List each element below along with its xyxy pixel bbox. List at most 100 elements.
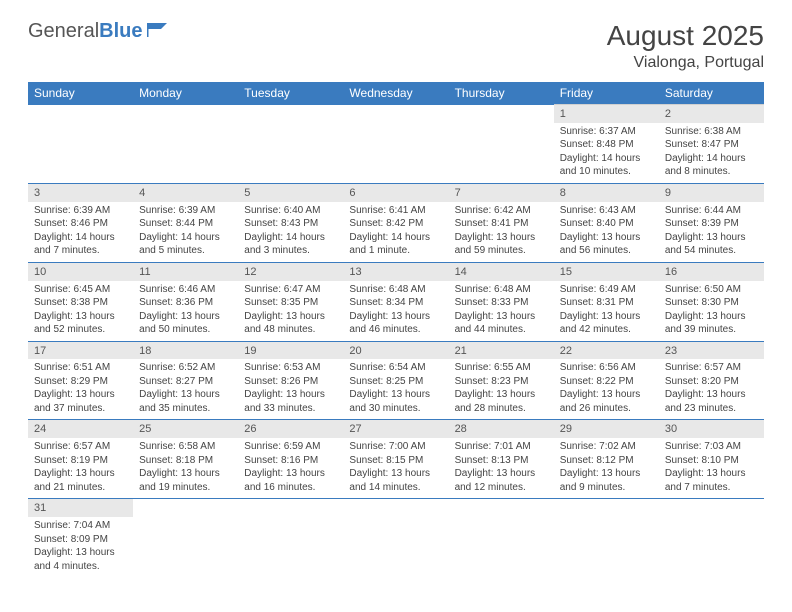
daylight-text: Daylight: 14 hours and 1 minute. bbox=[349, 231, 442, 258]
sunrise-text: Sunrise: 6:47 AM bbox=[244, 283, 337, 297]
day-content-cell bbox=[238, 517, 343, 577]
day-content-cell: Sunrise: 7:01 AMSunset: 8:13 PMDaylight:… bbox=[449, 438, 554, 499]
day-content-cell bbox=[343, 123, 448, 184]
sunset-text: Sunset: 8:34 PM bbox=[349, 296, 442, 310]
day-number-cell: 6 bbox=[343, 183, 448, 201]
sunrise-text: Sunrise: 6:56 AM bbox=[560, 361, 653, 375]
sunrise-text: Sunrise: 6:58 AM bbox=[139, 440, 232, 454]
sunset-text: Sunset: 8:25 PM bbox=[349, 375, 442, 389]
day-number-cell: 21 bbox=[449, 341, 554, 359]
day-number-cell: 15 bbox=[554, 262, 659, 280]
daylight-text: Daylight: 13 hours and 48 minutes. bbox=[244, 310, 337, 337]
day-number-cell: 10 bbox=[28, 262, 133, 280]
daylight-text: Daylight: 13 hours and 33 minutes. bbox=[244, 388, 337, 415]
day-number-cell bbox=[449, 105, 554, 123]
sunset-text: Sunset: 8:13 PM bbox=[455, 454, 548, 468]
sunrise-text: Sunrise: 7:01 AM bbox=[455, 440, 548, 454]
sunrise-text: Sunrise: 6:40 AM bbox=[244, 204, 337, 218]
day-number-cell: 2 bbox=[659, 105, 764, 123]
daylight-text: Daylight: 13 hours and 44 minutes. bbox=[455, 310, 548, 337]
daylight-text: Daylight: 13 hours and 19 minutes. bbox=[139, 467, 232, 494]
day-header: Saturday bbox=[659, 82, 764, 105]
sunrise-text: Sunrise: 6:45 AM bbox=[34, 283, 127, 297]
daynum-row: 3456789 bbox=[28, 183, 764, 201]
day-header: Friday bbox=[554, 82, 659, 105]
sunset-text: Sunset: 8:44 PM bbox=[139, 217, 232, 231]
content-row: Sunrise: 6:51 AMSunset: 8:29 PMDaylight:… bbox=[28, 359, 764, 420]
day-content-cell: Sunrise: 6:41 AMSunset: 8:42 PMDaylight:… bbox=[343, 202, 448, 263]
day-number-cell: 22 bbox=[554, 341, 659, 359]
day-content-cell: Sunrise: 6:48 AMSunset: 8:33 PMDaylight:… bbox=[449, 281, 554, 342]
daynum-row: 12 bbox=[28, 105, 764, 123]
day-header: Wednesday bbox=[343, 82, 448, 105]
day-number-cell bbox=[133, 499, 238, 517]
day-number-cell: 9 bbox=[659, 183, 764, 201]
daylight-text: Daylight: 14 hours and 7 minutes. bbox=[34, 231, 127, 258]
daylight-text: Daylight: 14 hours and 5 minutes. bbox=[139, 231, 232, 258]
sunrise-text: Sunrise: 6:37 AM bbox=[560, 125, 653, 139]
sunset-text: Sunset: 8:36 PM bbox=[139, 296, 232, 310]
day-content-cell: Sunrise: 6:57 AMSunset: 8:19 PMDaylight:… bbox=[28, 438, 133, 499]
content-row: Sunrise: 6:39 AMSunset: 8:46 PMDaylight:… bbox=[28, 202, 764, 263]
day-content-cell bbox=[133, 123, 238, 184]
sunrise-text: Sunrise: 6:59 AM bbox=[244, 440, 337, 454]
sunset-text: Sunset: 8:38 PM bbox=[34, 296, 127, 310]
day-content-cell: Sunrise: 6:57 AMSunset: 8:20 PMDaylight:… bbox=[659, 359, 764, 420]
sunset-text: Sunset: 8:43 PM bbox=[244, 217, 337, 231]
flag-icon bbox=[147, 20, 169, 43]
day-number-cell: 28 bbox=[449, 420, 554, 438]
sunset-text: Sunset: 8:19 PM bbox=[34, 454, 127, 468]
day-number-cell bbox=[133, 105, 238, 123]
sunrise-text: Sunrise: 6:41 AM bbox=[349, 204, 442, 218]
sunrise-text: Sunrise: 6:57 AM bbox=[34, 440, 127, 454]
sunset-text: Sunset: 8:27 PM bbox=[139, 375, 232, 389]
day-number-cell: 30 bbox=[659, 420, 764, 438]
day-content-cell: Sunrise: 6:42 AMSunset: 8:41 PMDaylight:… bbox=[449, 202, 554, 263]
day-content-cell: Sunrise: 6:48 AMSunset: 8:34 PMDaylight:… bbox=[343, 281, 448, 342]
sunrise-text: Sunrise: 6:50 AM bbox=[665, 283, 758, 297]
location: Vialonga, Portugal bbox=[607, 54, 764, 72]
content-row: Sunrise: 6:57 AMSunset: 8:19 PMDaylight:… bbox=[28, 438, 764, 499]
day-content-cell: Sunrise: 7:04 AMSunset: 8:09 PMDaylight:… bbox=[28, 517, 133, 577]
day-content-cell: Sunrise: 6:38 AMSunset: 8:47 PMDaylight:… bbox=[659, 123, 764, 184]
daylight-text: Daylight: 13 hours and 26 minutes. bbox=[560, 388, 653, 415]
day-number-cell bbox=[28, 105, 133, 123]
daylight-text: Daylight: 13 hours and 9 minutes. bbox=[560, 467, 653, 494]
day-number-cell: 29 bbox=[554, 420, 659, 438]
month-title: August 2025 bbox=[607, 20, 764, 52]
daylight-text: Daylight: 14 hours and 3 minutes. bbox=[244, 231, 337, 258]
day-content-cell bbox=[343, 517, 448, 577]
day-number-cell bbox=[449, 499, 554, 517]
daylight-text: Daylight: 13 hours and 59 minutes. bbox=[455, 231, 548, 258]
logo: GeneralBlue bbox=[28, 20, 169, 43]
day-number-cell: 25 bbox=[133, 420, 238, 438]
daylight-text: Daylight: 13 hours and 23 minutes. bbox=[665, 388, 758, 415]
day-content-cell: Sunrise: 6:55 AMSunset: 8:23 PMDaylight:… bbox=[449, 359, 554, 420]
daylight-text: Daylight: 14 hours and 8 minutes. bbox=[665, 152, 758, 179]
day-number-cell: 4 bbox=[133, 183, 238, 201]
daylight-text: Daylight: 13 hours and 28 minutes. bbox=[455, 388, 548, 415]
daylight-text: Daylight: 13 hours and 4 minutes. bbox=[34, 546, 127, 573]
day-number-cell bbox=[343, 105, 448, 123]
sunset-text: Sunset: 8:46 PM bbox=[34, 217, 127, 231]
day-content-cell bbox=[449, 123, 554, 184]
sunset-text: Sunset: 8:29 PM bbox=[34, 375, 127, 389]
day-header-row: Sunday Monday Tuesday Wednesday Thursday… bbox=[28, 82, 764, 105]
sunset-text: Sunset: 8:42 PM bbox=[349, 217, 442, 231]
daylight-text: Daylight: 13 hours and 21 minutes. bbox=[34, 467, 127, 494]
daynum-row: 17181920212223 bbox=[28, 341, 764, 359]
sunrise-text: Sunrise: 7:04 AM bbox=[34, 519, 127, 533]
day-content-cell: Sunrise: 7:03 AMSunset: 8:10 PMDaylight:… bbox=[659, 438, 764, 499]
day-content-cell: Sunrise: 6:51 AMSunset: 8:29 PMDaylight:… bbox=[28, 359, 133, 420]
day-number-cell: 27 bbox=[343, 420, 448, 438]
day-content-cell: Sunrise: 6:47 AMSunset: 8:35 PMDaylight:… bbox=[238, 281, 343, 342]
sunset-text: Sunset: 8:16 PM bbox=[244, 454, 337, 468]
sunset-text: Sunset: 8:18 PM bbox=[139, 454, 232, 468]
sunrise-text: Sunrise: 6:42 AM bbox=[455, 204, 548, 218]
day-number-cell bbox=[238, 499, 343, 517]
daylight-text: Daylight: 13 hours and 37 minutes. bbox=[34, 388, 127, 415]
day-content-cell: Sunrise: 6:45 AMSunset: 8:38 PMDaylight:… bbox=[28, 281, 133, 342]
sunrise-text: Sunrise: 6:48 AM bbox=[455, 283, 548, 297]
day-number-cell bbox=[343, 499, 448, 517]
sunrise-text: Sunrise: 6:52 AM bbox=[139, 361, 232, 375]
